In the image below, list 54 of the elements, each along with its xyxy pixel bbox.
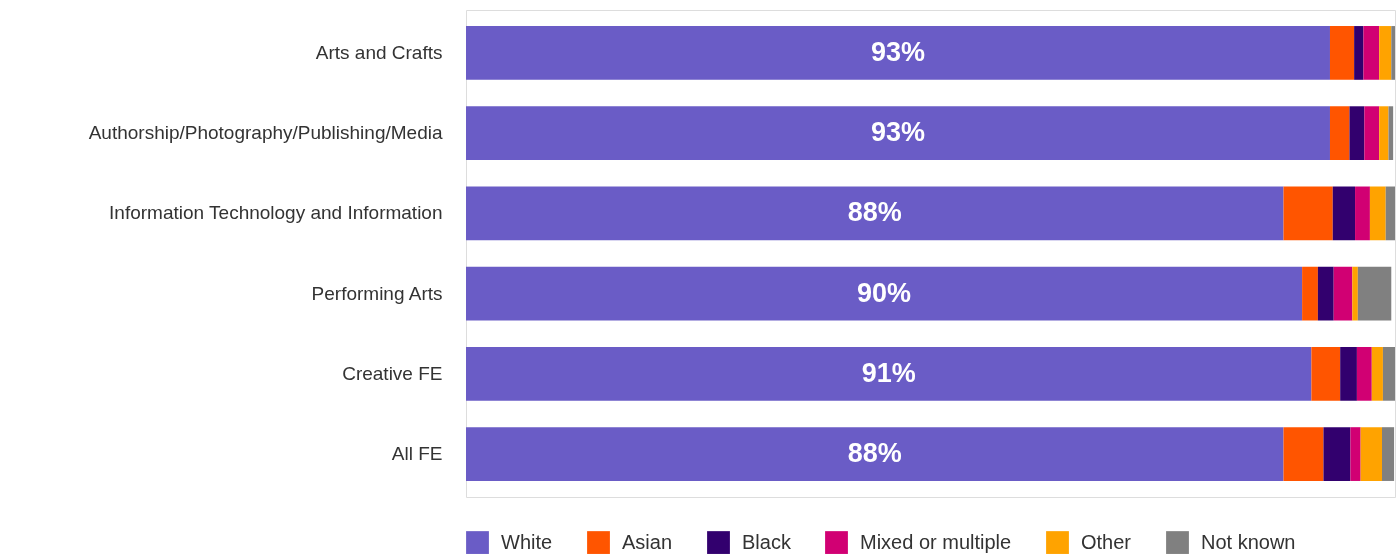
bar xyxy=(1388,106,1394,161)
legend-label: White xyxy=(501,530,553,553)
bar xyxy=(1381,427,1395,481)
bar xyxy=(466,186,1284,241)
bar xyxy=(1333,266,1353,321)
bar xyxy=(1354,26,1364,80)
bar xyxy=(1311,346,1341,401)
data-label: 88% xyxy=(847,438,902,469)
bar xyxy=(466,266,1303,321)
bar xyxy=(1283,186,1333,241)
y-tick-label: Creative FE xyxy=(342,362,443,384)
data-label: 88% xyxy=(847,197,902,228)
bar xyxy=(1357,266,1392,321)
bar xyxy=(1329,106,1350,161)
legend-label: Not known xyxy=(1201,530,1296,553)
bar xyxy=(1379,106,1389,161)
bar xyxy=(1283,427,1324,481)
bar xyxy=(466,26,1330,80)
bar xyxy=(1323,427,1351,481)
bar xyxy=(1360,427,1382,481)
bar xyxy=(1355,186,1370,241)
bar xyxy=(1350,427,1361,481)
bar xyxy=(466,346,1312,401)
bar xyxy=(1356,346,1372,401)
legend-label: Asian xyxy=(622,530,673,553)
data-label: 93% xyxy=(870,36,926,67)
bar xyxy=(1371,346,1383,401)
y-tick-label: Information Technology and Information xyxy=(109,202,443,224)
bar xyxy=(466,106,1330,161)
data-label: 93% xyxy=(870,117,926,148)
bar xyxy=(1302,266,1318,321)
data-label: 90% xyxy=(857,277,912,308)
y-tick-label: Performing Arts xyxy=(311,282,443,304)
bar xyxy=(1391,26,1395,80)
bar xyxy=(1364,106,1380,161)
bar xyxy=(1340,346,1357,401)
bar xyxy=(1332,186,1356,241)
y-tick-label: Authorship/Photography/Publishing/Media xyxy=(88,122,443,144)
bar xyxy=(1363,26,1380,80)
bar xyxy=(1349,106,1365,161)
bar xyxy=(1352,266,1358,321)
bar xyxy=(1385,186,1395,241)
data-label: 91% xyxy=(861,357,916,388)
bar xyxy=(1369,186,1386,241)
bar xyxy=(1317,266,1334,321)
legend-label: Mixed or multiple xyxy=(860,530,1012,553)
legend-label: Black xyxy=(742,530,792,553)
legend-label: Other xyxy=(1081,530,1132,553)
y-tick-label: All FE xyxy=(391,443,443,465)
y-tick-label: Arts and Crafts xyxy=(315,41,443,63)
bar xyxy=(466,427,1284,481)
bar xyxy=(1379,26,1392,80)
bar xyxy=(1329,26,1355,80)
bar xyxy=(1382,346,1395,401)
